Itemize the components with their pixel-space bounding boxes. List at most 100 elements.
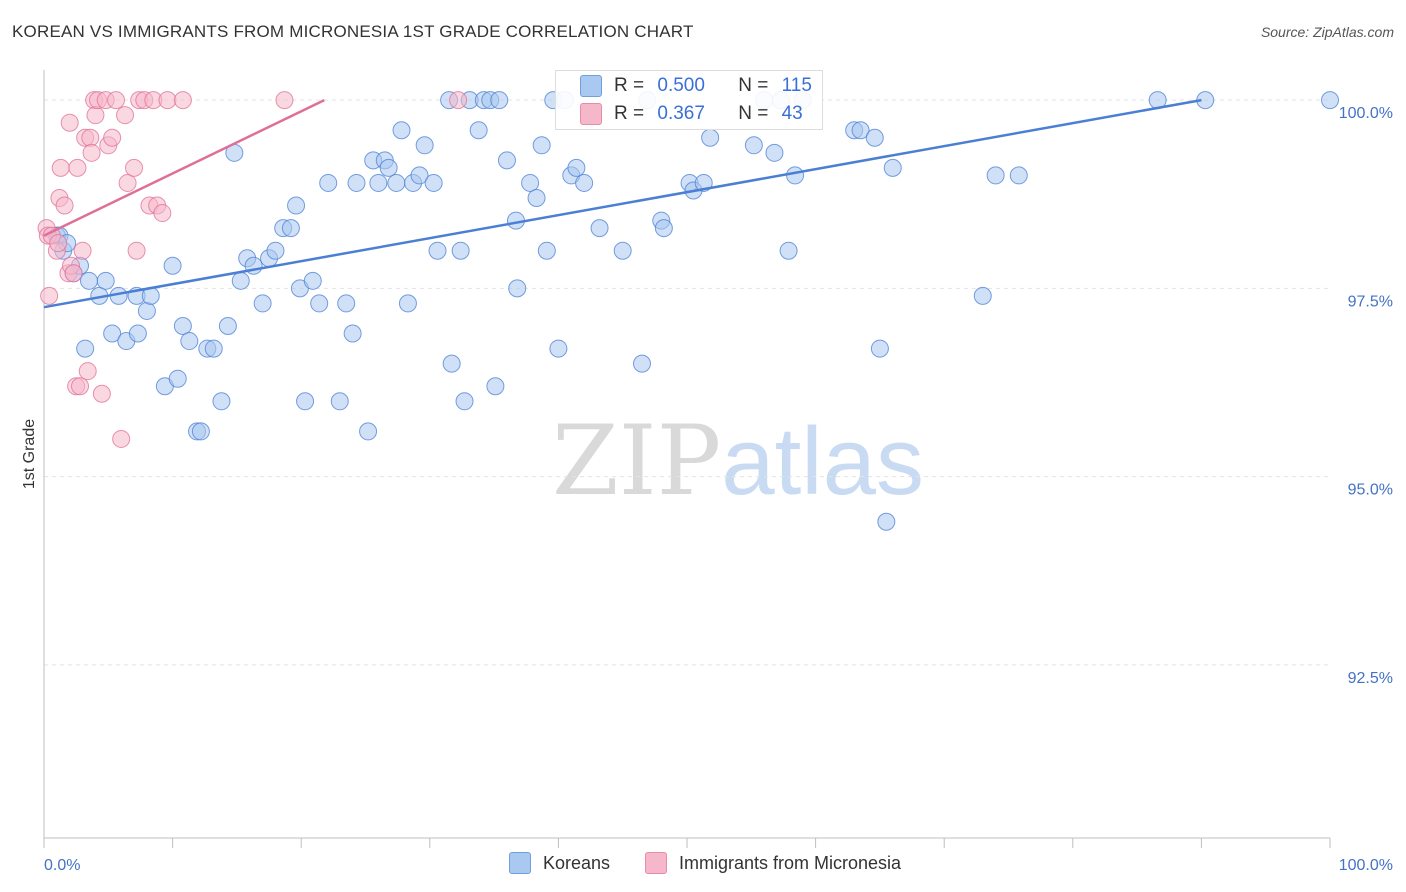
korean-point (359, 422, 378, 441)
korean-point (168, 369, 187, 388)
korean-point (173, 317, 192, 335)
korean-point (1321, 91, 1339, 110)
micronesia-point (51, 158, 70, 177)
series-swatch-koreans (509, 852, 531, 874)
korean-point (398, 294, 417, 313)
y-tick-label: 92.5% (1348, 670, 1393, 687)
korean-point (343, 324, 362, 343)
chart-title: KOREAN VS IMMIGRANTS FROM MICRONESIA 1ST… (12, 22, 694, 41)
legend-n-label: N = (738, 103, 769, 124)
micronesia-point (125, 158, 144, 177)
korean-point (883, 158, 902, 177)
korean-point (779, 241, 798, 260)
micronesia-point (82, 143, 101, 162)
korean-point (319, 173, 338, 192)
micronesia-point (64, 264, 83, 283)
korean-point (231, 271, 250, 290)
trend-lines (43, 98, 1202, 309)
series-legend-koreans[interactable]: Koreans (509, 852, 610, 874)
legend-r-label: R = (614, 103, 645, 124)
korean-point (80, 271, 99, 290)
korean-point (296, 392, 315, 411)
x-tick-label: 0.0% (44, 857, 80, 874)
micronesia-point (173, 91, 192, 110)
korean-point (387, 173, 406, 192)
micronesia-point (103, 128, 122, 147)
micronesia-point (107, 91, 126, 110)
korean-point (469, 121, 488, 140)
korean-point (549, 339, 568, 358)
korean-point (415, 136, 434, 155)
micronesia-point (60, 113, 79, 132)
series-legend-micronesia[interactable]: Immigrants from Micronesia (645, 852, 901, 874)
korean-point (379, 158, 398, 177)
korean-point (765, 143, 784, 162)
micronesia-point (55, 196, 74, 215)
korean-point (76, 339, 95, 358)
micronesia-point (92, 384, 111, 403)
korean-point (424, 173, 443, 192)
korean-point (281, 219, 300, 238)
korean-point (986, 166, 1005, 185)
korean-point (410, 166, 429, 185)
korean-trend-line (43, 98, 1202, 309)
legend-n-value-koreans: 115 (781, 75, 812, 96)
micronesia-point (127, 241, 146, 260)
korean-point (613, 241, 632, 260)
korean-point (567, 158, 586, 177)
korean-point (253, 294, 272, 313)
korean-point (96, 271, 115, 290)
korean-point (654, 219, 673, 238)
micronesia-point (158, 91, 177, 110)
korean-point (537, 241, 556, 260)
micronesia-point (118, 173, 137, 192)
x-tick-label: 100.0% (1339, 857, 1393, 874)
korean-point (392, 121, 411, 140)
micronesia-point (78, 362, 97, 381)
korean-point (266, 241, 285, 260)
micronesia-trend-line (43, 98, 325, 237)
korean-point (532, 136, 551, 155)
micronesia-point (112, 429, 131, 448)
korean-point (497, 151, 516, 170)
micronesia-point (449, 91, 468, 110)
korean-point (590, 219, 609, 238)
korean-point (870, 339, 889, 358)
axes (43, 70, 1331, 848)
micronesia-point (86, 106, 105, 125)
series-swatch-micronesia (645, 852, 667, 874)
legend-r-value-micronesia: 0.367 (657, 103, 705, 124)
korean-point (521, 173, 540, 192)
korean-point (877, 512, 896, 531)
watermark: ZIPatlas (552, 405, 924, 517)
micronesia-point (71, 377, 90, 396)
y-tick-label: 100.0% (1339, 105, 1393, 122)
legend-n-label: N = (738, 75, 769, 96)
korean-point (180, 332, 199, 351)
korean-point (212, 392, 231, 411)
korean-point (204, 339, 223, 358)
korean-point (337, 294, 356, 313)
legend-r-label: R = (614, 75, 645, 96)
series-legend: Koreans Immigrants from Micronesia (0, 852, 1406, 876)
korean-point (330, 392, 349, 411)
y-axis-title: 1st Grade (21, 419, 38, 489)
korean-point (575, 173, 594, 192)
korean-point (632, 354, 651, 373)
micronesia-point (81, 128, 100, 147)
korean-point (303, 271, 322, 290)
korean-point (701, 128, 720, 147)
korean-point (128, 324, 147, 343)
watermark-atlas: atlas (721, 408, 924, 515)
series-label-micronesia: Immigrants from Micronesia (679, 852, 902, 873)
data-points (37, 91, 1339, 531)
korean-point (218, 317, 237, 335)
y-tick-label: 97.5% (1348, 293, 1393, 310)
micronesia-point (153, 204, 172, 223)
legend-swatch-koreans (580, 75, 602, 97)
micronesia-point (73, 241, 92, 260)
korean-point (310, 294, 329, 313)
korean-point (851, 121, 870, 140)
korean-point (527, 189, 546, 207)
